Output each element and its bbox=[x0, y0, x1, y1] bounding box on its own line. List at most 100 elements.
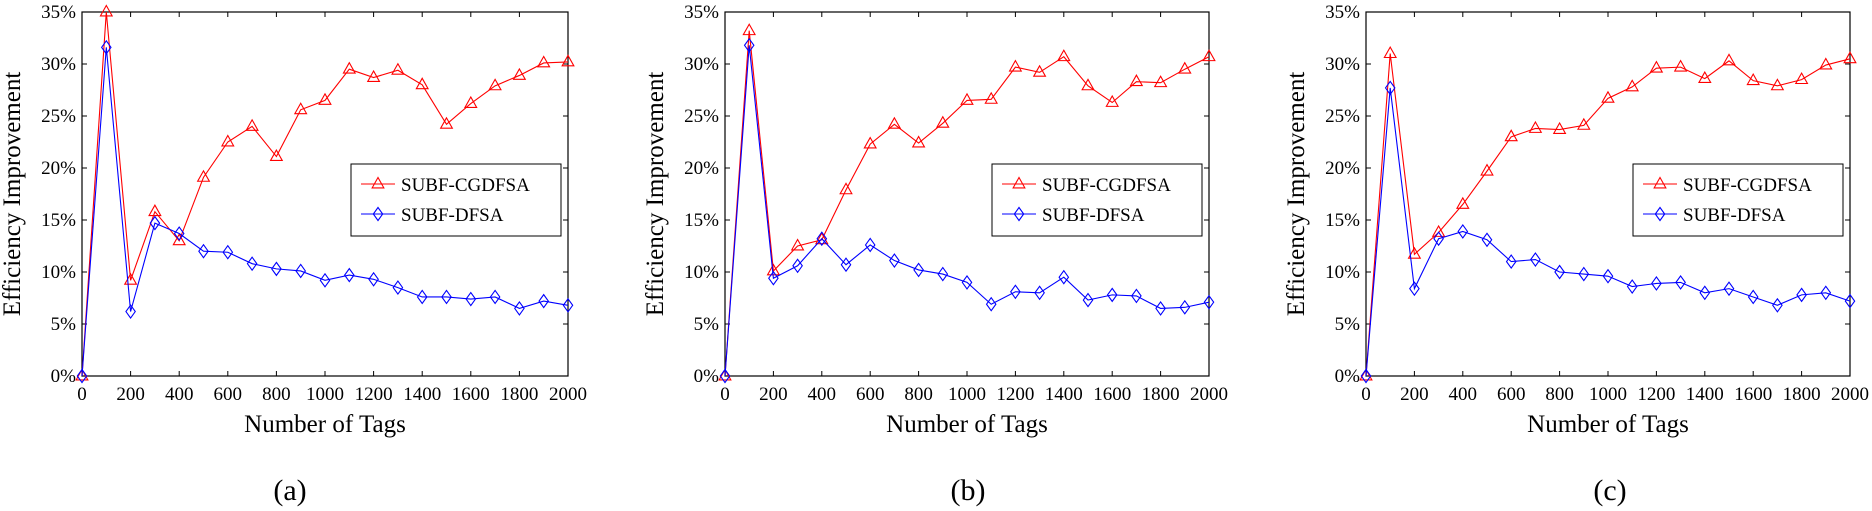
x-tick-label: 400 bbox=[1449, 384, 1478, 405]
x-tick-label: 1800 bbox=[1142, 384, 1180, 405]
y-tick-label: 25% bbox=[684, 106, 719, 127]
data-point bbox=[512, 67, 527, 80]
legend-marker bbox=[371, 176, 385, 189]
data-point bbox=[840, 257, 852, 273]
x-axis-label: Number of Tags bbox=[1527, 411, 1689, 438]
data-point bbox=[1772, 297, 1783, 313]
data-point bbox=[415, 77, 429, 90]
data-point bbox=[1552, 121, 1567, 134]
data-point bbox=[1360, 368, 1372, 384]
data-point bbox=[1820, 285, 1832, 301]
data-point bbox=[743, 37, 755, 53]
data-point bbox=[1057, 49, 1071, 62]
data-point bbox=[1359, 368, 1373, 381]
data-point bbox=[719, 368, 731, 384]
series-line bbox=[724, 30, 1210, 377]
data-point bbox=[1106, 287, 1118, 303]
data-point bbox=[1456, 196, 1470, 209]
legend: SUBF-CGDFSA SUBF-DFSA bbox=[991, 163, 1203, 237]
x-tick-label: 600 bbox=[214, 384, 243, 405]
data-point bbox=[1384, 80, 1396, 96]
x-tick-label: 2000 bbox=[549, 384, 587, 405]
data-point bbox=[1457, 223, 1469, 239]
data-point bbox=[221, 134, 235, 147]
x-tick-label: 400 bbox=[165, 384, 194, 405]
data-point bbox=[100, 39, 112, 55]
data-point bbox=[863, 136, 877, 149]
x-tick-label: 800 bbox=[904, 384, 933, 405]
legend-box bbox=[350, 163, 562, 237]
data-point bbox=[1481, 232, 1493, 248]
x-tick-label: 1400 bbox=[1686, 384, 1724, 405]
data-point bbox=[222, 244, 234, 260]
y-tick-label: 15% bbox=[41, 210, 76, 231]
data-point bbox=[913, 262, 924, 278]
series-line bbox=[81, 47, 569, 377]
data-point bbox=[960, 92, 974, 105]
data-point bbox=[1409, 281, 1420, 297]
legend-marker bbox=[1653, 176, 1667, 189]
legend-marker bbox=[372, 206, 384, 222]
data-point bbox=[465, 291, 477, 307]
y-tick-label: 20% bbox=[41, 158, 76, 179]
data-point bbox=[1819, 57, 1833, 70]
data-point bbox=[718, 368, 732, 381]
data-point bbox=[148, 204, 162, 217]
data-point bbox=[1383, 45, 1397, 59]
legend-box bbox=[991, 163, 1203, 237]
legend: SUBF-CGDFSA SUBF-DFSA bbox=[1632, 163, 1844, 237]
y-tick-label: 35% bbox=[1325, 2, 1360, 23]
legend-entry: SUBF-CGDFSA bbox=[1683, 175, 1812, 196]
x-tick-label: 200 bbox=[1400, 384, 1429, 405]
legend-entry: SUBF-CGDFSA bbox=[1042, 175, 1171, 196]
panel-label: (b) bbox=[951, 474, 986, 507]
data-point bbox=[985, 296, 997, 312]
y-axis-label: Efficiency Improvement bbox=[0, 72, 26, 317]
legend-box bbox=[1632, 163, 1844, 237]
data-point bbox=[864, 237, 876, 253]
series-line bbox=[724, 45, 1210, 377]
data-point bbox=[1746, 73, 1760, 86]
y-tick-label: 5% bbox=[51, 314, 77, 335]
data-point bbox=[561, 54, 575, 67]
data-point bbox=[76, 368, 88, 384]
data-point bbox=[1153, 75, 1168, 88]
legend-marker bbox=[1654, 206, 1666, 222]
y-tick-label: 30% bbox=[41, 54, 76, 75]
x-tick-label: 2000 bbox=[1190, 384, 1228, 405]
x-tick-label: 1600 bbox=[1734, 384, 1772, 405]
x-tick-label: 600 bbox=[856, 384, 885, 405]
data-point bbox=[1578, 266, 1590, 282]
data-point bbox=[538, 293, 550, 309]
data-point bbox=[271, 261, 282, 277]
x-tick-label: 1400 bbox=[1045, 384, 1083, 405]
legend-entry: SUBF-DFSA bbox=[1683, 205, 1786, 226]
x-tick-label: 800 bbox=[1545, 384, 1574, 405]
data-point bbox=[1008, 59, 1023, 72]
data-point bbox=[1602, 268, 1614, 284]
y-axis-label: Efficiency Improvement bbox=[642, 72, 669, 317]
data-point bbox=[937, 266, 949, 282]
data-point bbox=[392, 280, 404, 296]
data-point bbox=[1504, 129, 1518, 142]
data-point bbox=[319, 272, 331, 288]
y-tick-label: 25% bbox=[1325, 106, 1360, 127]
x-tick-label: 200 bbox=[116, 384, 145, 405]
data-point bbox=[366, 69, 381, 82]
data-point bbox=[768, 270, 779, 286]
data-point bbox=[1081, 78, 1095, 91]
x-tick-label: 1000 bbox=[306, 384, 344, 405]
x-tick-label: 1200 bbox=[355, 384, 393, 405]
data-point bbox=[1530, 252, 1541, 267]
data-point bbox=[1651, 275, 1662, 291]
data-point bbox=[536, 55, 551, 68]
x-tick-label: 1600 bbox=[452, 384, 490, 405]
x-tick-label: 0 bbox=[77, 384, 87, 405]
x-tick-label: 200 bbox=[759, 384, 788, 405]
data-point bbox=[1155, 300, 1166, 316]
data-point bbox=[1505, 254, 1517, 270]
data-point bbox=[1843, 51, 1857, 64]
legend-entry: SUBF-DFSA bbox=[1042, 205, 1145, 226]
data-point bbox=[1673, 59, 1688, 72]
data-point bbox=[792, 258, 803, 274]
